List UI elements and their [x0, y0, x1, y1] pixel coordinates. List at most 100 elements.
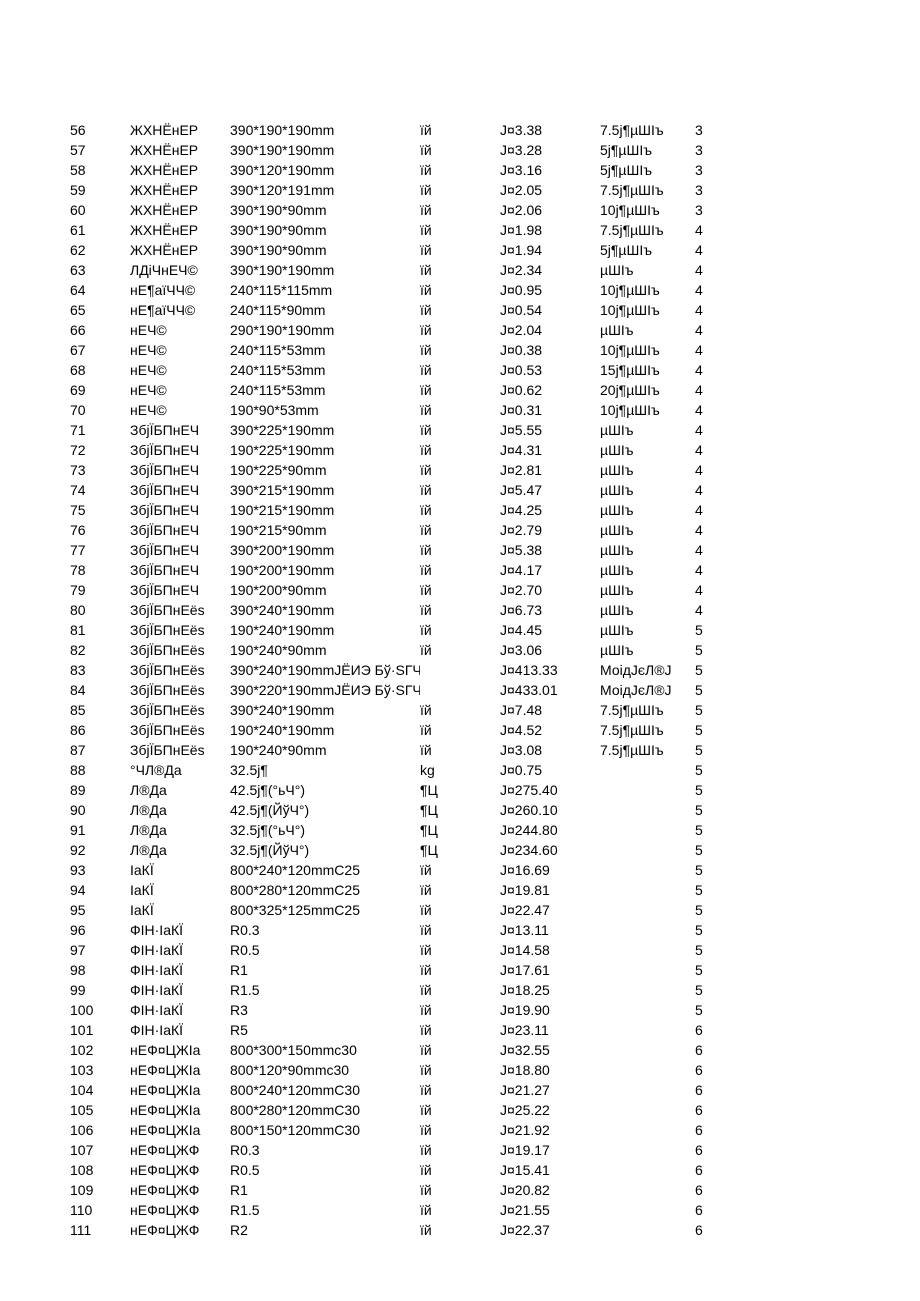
cell-index: 91	[70, 820, 130, 840]
cell-unit: їй	[420, 1120, 500, 1140]
cell-index: 105	[70, 1100, 130, 1120]
cell-price: Ј¤0.38	[500, 340, 600, 360]
table-row: 82ЗбјЇБПнЕёѕ190*240*90mmїйЈ¤3.06µШІъ5	[70, 640, 850, 660]
cell-page: 5	[695, 840, 725, 860]
cell-unit: їй	[420, 360, 500, 380]
cell-price: Ј¤3.16	[500, 160, 600, 180]
cell-page: 5	[695, 900, 725, 920]
cell-unit: їй	[420, 480, 500, 500]
cell-index: 85	[70, 700, 130, 720]
cell-page: 5	[695, 800, 725, 820]
cell-name: нЕЧ©	[130, 380, 230, 400]
cell-name: нЕФ¤ЦЖІа	[130, 1060, 230, 1080]
cell-page: 5	[695, 620, 725, 640]
cell-index: 95	[70, 900, 130, 920]
cell-unit: їй	[420, 860, 500, 880]
cell-index: 74	[70, 480, 130, 500]
cell-note	[600, 1120, 695, 1140]
cell-note: МоідЈєЛ®Ј	[600, 680, 695, 700]
table-row: 86ЗбјЇБПнЕёѕ190*240*190mmїйЈ¤4.527.5ј¶µШ…	[70, 720, 850, 740]
cell-index: 77	[70, 540, 130, 560]
cell-page: 6	[695, 1060, 725, 1080]
cell-spec: 800*325*125mmC25	[230, 900, 420, 920]
cell-price: Ј¤4.31	[500, 440, 600, 460]
cell-spec: R0.3	[230, 1140, 420, 1160]
cell-price: Ј¤1.98	[500, 220, 600, 240]
cell-index: 98	[70, 960, 130, 980]
cell-note: 7.5ј¶µШІъ	[600, 700, 695, 720]
cell-name: Л®Да	[130, 820, 230, 840]
cell-spec: 240*115*53mm	[230, 360, 420, 380]
cell-page: 6	[695, 1040, 725, 1060]
table-row: 90Л®Да42.5ј¶(ЙўЧ°)¶ЦЈ¤260.105	[70, 800, 850, 820]
cell-spec: 42.5ј¶(°ьЧ°)	[230, 780, 420, 800]
cell-note: µШІъ	[600, 600, 695, 620]
cell-page: 3	[695, 200, 725, 220]
cell-note: µШІъ	[600, 420, 695, 440]
cell-price: Ј¤18.80	[500, 1060, 600, 1080]
cell-page: 4	[695, 380, 725, 400]
table-row: 65нЕ¶аїЧЧ©240*115*90mmїйЈ¤0.5410ј¶µШІъ4	[70, 300, 850, 320]
cell-index: 63	[70, 260, 130, 280]
cell-spec: R0.3	[230, 920, 420, 940]
table-row: 108нЕФ¤ЦЖФR0.5їйЈ¤15.416	[70, 1160, 850, 1180]
cell-unit: їй	[420, 160, 500, 180]
cell-unit: їй	[420, 440, 500, 460]
cell-note: 5ј¶µШІъ	[600, 160, 695, 180]
cell-name: ЗбјЇБПнЕёѕ	[130, 740, 230, 760]
table-row: 56ЖХНЁнЕР390*190*190mmїйЈ¤3.387.5ј¶µШІъ3	[70, 120, 850, 140]
cell-spec: 390*190*90mm	[230, 220, 420, 240]
cell-name: нЕЧ©	[130, 360, 230, 380]
table-row: 85ЗбјЇБПнЕёѕ390*240*190mmїйЈ¤7.487.5ј¶µШ…	[70, 700, 850, 720]
cell-unit: їй	[420, 1060, 500, 1080]
cell-name: нЕ¶аїЧЧ©	[130, 300, 230, 320]
cell-unit	[420, 680, 500, 700]
table-row: 106нЕФ¤ЦЖІа800*150*120mmС30їйЈ¤21.926	[70, 1120, 850, 1140]
cell-price: Ј¤275.40	[500, 780, 600, 800]
cell-price: Ј¤21.27	[500, 1080, 600, 1100]
cell-page: 5	[695, 780, 725, 800]
cell-unit: їй	[420, 720, 500, 740]
cell-unit: ¶Ц	[420, 820, 500, 840]
cell-page: 5	[695, 680, 725, 700]
table-row: 66нЕЧ©290*190*190mmїйЈ¤2.04µШІъ4	[70, 320, 850, 340]
cell-spec: 190*90*53mm	[230, 400, 420, 420]
cell-name: нЕФ¤ЦЖІа	[130, 1040, 230, 1060]
cell-page: 4	[695, 340, 725, 360]
cell-price: Ј¤0.54	[500, 300, 600, 320]
cell-spec: 800*120*90mmc30	[230, 1060, 420, 1080]
cell-note	[600, 840, 695, 860]
table-row: 77ЗбјЇБПнЕЧ390*200*190mmїйЈ¤5.38µШІъ4	[70, 540, 850, 560]
cell-note	[600, 1160, 695, 1180]
cell-page: 5	[695, 1000, 725, 1020]
cell-price: Ј¤6.73	[500, 600, 600, 620]
cell-unit: їй	[420, 500, 500, 520]
cell-unit: їй	[420, 940, 500, 960]
cell-note: 7.5ј¶µШІъ	[600, 720, 695, 740]
cell-name: ІаКЇ	[130, 860, 230, 880]
table-row: 64нЕ¶аїЧЧ©240*115*115mmїйЈ¤0.9510ј¶µШІъ4	[70, 280, 850, 300]
cell-index: 86	[70, 720, 130, 740]
cell-index: 99	[70, 980, 130, 1000]
table-row: 88°ЧЛ®Да32.5ј¶kgЈ¤0.755	[70, 760, 850, 780]
table-row: 101ФІН·ІаКЇR5їйЈ¤23.116	[70, 1020, 850, 1040]
cell-index: 108	[70, 1160, 130, 1180]
cell-unit: їй	[420, 220, 500, 240]
cell-page: 5	[695, 860, 725, 880]
cell-page: 6	[695, 1100, 725, 1120]
cell-spec: 190*240*190mm	[230, 620, 420, 640]
cell-name: ФІН·ІаКЇ	[130, 940, 230, 960]
cell-spec: 390*190*190mm	[230, 140, 420, 160]
cell-unit: їй	[420, 520, 500, 540]
cell-note	[600, 1020, 695, 1040]
cell-name: Л®Да	[130, 840, 230, 860]
cell-price: Ј¤0.53	[500, 360, 600, 380]
cell-price: Ј¤3.08	[500, 740, 600, 760]
table-row: 104нЕФ¤ЦЖІа800*240*120mmС30їйЈ¤21.276	[70, 1080, 850, 1100]
cell-page: 3	[695, 120, 725, 140]
cell-name: ЗбјЇБПнЕёѕ	[130, 660, 230, 680]
cell-page: 4	[695, 600, 725, 620]
cell-price: Ј¤13.11	[500, 920, 600, 940]
cell-unit: kg	[420, 760, 500, 780]
table-row: 89Л®Да42.5ј¶(°ьЧ°)¶ЦЈ¤275.405	[70, 780, 850, 800]
